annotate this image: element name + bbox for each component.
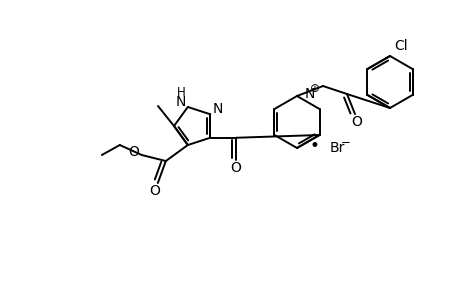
Text: ⊕: ⊕	[309, 82, 319, 94]
Text: N: N	[304, 87, 315, 101]
Text: O: O	[128, 145, 139, 159]
Text: N: N	[175, 95, 185, 109]
Text: O: O	[351, 115, 362, 129]
Text: Br: Br	[329, 141, 345, 155]
Text: O: O	[149, 184, 160, 198]
Text: N: N	[213, 102, 223, 116]
Text: O: O	[230, 161, 241, 175]
Text: H: H	[176, 86, 185, 100]
Text: •: •	[308, 137, 318, 155]
Text: Cl: Cl	[393, 39, 407, 53]
Text: −: −	[340, 136, 350, 148]
